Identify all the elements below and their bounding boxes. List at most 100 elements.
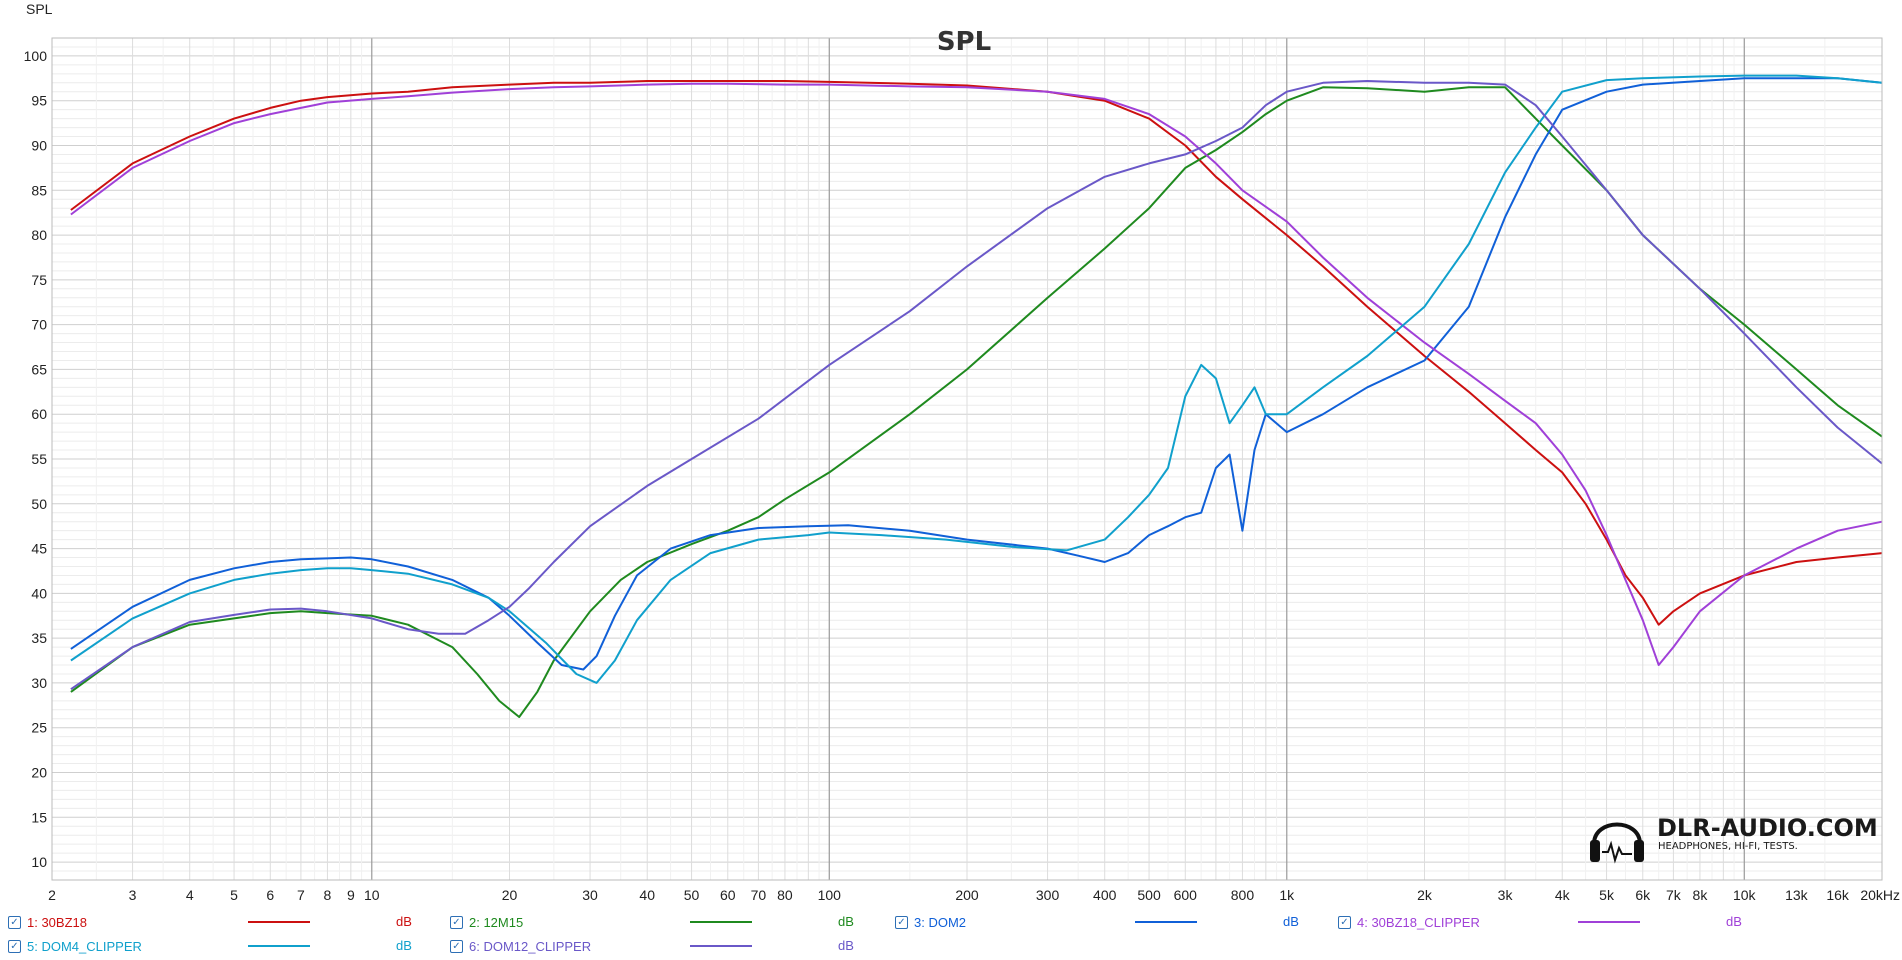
y-tick-label: 70 xyxy=(31,317,47,333)
x-tick-label: 100 xyxy=(818,887,842,903)
legend-item-5[interactable]: ✓ 5: DOM4_CLIPPER xyxy=(8,934,142,958)
x-tick-label: 40 xyxy=(639,887,655,903)
x-tick-label: 13k xyxy=(1785,887,1809,903)
legend-swatch xyxy=(248,945,310,947)
y-tick-label: 95 xyxy=(31,93,47,109)
watermark: DLR-AUDIO.COM HEADPHONES, HI-FI, TESTS. xyxy=(1590,814,1878,864)
x-tick-label: 8k xyxy=(1693,887,1709,903)
y-tick-label: 100 xyxy=(24,48,48,64)
chart-background xyxy=(0,0,1902,908)
series-layer xyxy=(70,74,1883,718)
series-line-2 xyxy=(70,86,1883,718)
x-tick-label: 2 xyxy=(48,887,56,903)
x-tick-labels: 2 3 4 5 6 7 8 9 10 20 30 40 50 60 70 80 100 200 300 400 500 6… xyxy=(48,887,1900,903)
x-tick-label: 400 xyxy=(1093,887,1117,903)
grid xyxy=(51,37,1883,881)
y-tick-label: 40 xyxy=(31,585,47,601)
x-tick-label: 6k xyxy=(1635,887,1651,903)
x-tick-label: 50 xyxy=(684,887,700,903)
x-tick-label: 16k xyxy=(1826,887,1850,903)
y-tick-label: 65 xyxy=(31,361,47,377)
x-tick-label: 5k xyxy=(1599,887,1615,903)
legend-unit: dB xyxy=(838,914,854,929)
y-tick-label: 55 xyxy=(31,451,47,467)
y-tick-label: 35 xyxy=(31,630,47,646)
legend-swatch xyxy=(248,921,310,923)
x-tick-label: 3 xyxy=(129,887,137,903)
series-line-4 xyxy=(70,82,1883,666)
y-tick-label: 20 xyxy=(31,765,47,781)
x-tick-label: 1k xyxy=(1279,887,1295,903)
x-tick-label: 7 xyxy=(297,887,305,903)
chart-title: SPL xyxy=(937,27,991,57)
series-line-3 xyxy=(70,77,1883,671)
legend: ✓ 1: 30BZ18 dB ✓ 2: 12M15 dB ✓ 3: DOM2 dB ✓ 4: 30B… xyxy=(0,908,1902,960)
x-tick-label: 20 xyxy=(502,887,518,903)
legend-item-1[interactable]: ✓ 1: 30BZ18 xyxy=(8,910,87,934)
watermark-title: DLR-AUDIO.COM xyxy=(1657,814,1878,842)
x-tick-label: 4k xyxy=(1555,887,1571,903)
legend-checkbox[interactable]: ✓ xyxy=(8,939,21,953)
legend-item-4[interactable]: ✓ 4: 30BZ18_CLIPPER xyxy=(1338,910,1480,934)
legend-swatch xyxy=(1135,921,1197,923)
legend-checkbox[interactable]: ✓ xyxy=(895,915,908,929)
series-line-5 xyxy=(70,74,1883,684)
x-tick-label: 10k xyxy=(1733,887,1757,903)
legend-swatch xyxy=(690,945,752,947)
plot-frame xyxy=(51,37,1883,881)
x-tick-label: 70 xyxy=(751,887,767,903)
y-tick-label: 90 xyxy=(31,137,47,153)
spl-chart: 101520253035404550556065707580859095100 … xyxy=(0,0,1902,908)
legend-label: 5: DOM4_CLIPPER xyxy=(27,938,142,954)
y-tick-label: 50 xyxy=(31,496,47,512)
y-tick-labels: 10 15 20 25 30 35 40 45 50 55 60 65 70 75 80 85 90 95 100 xyxy=(24,48,48,870)
legend-label: 1: 30BZ18 xyxy=(27,914,87,930)
y-tick-label: 60 xyxy=(31,406,47,422)
legend-swatch xyxy=(690,921,752,923)
legend-checkbox[interactable]: ✓ xyxy=(8,915,21,929)
x-tick-label: 2k xyxy=(1417,887,1433,903)
x-tick-label: 30 xyxy=(582,887,598,903)
legend-item-6[interactable]: ✓ 6: DOM12_CLIPPER xyxy=(450,934,591,958)
y-tick-label: 45 xyxy=(31,541,47,557)
legend-item-3[interactable]: ✓ 3: DOM2 xyxy=(895,910,966,934)
x-tick-label: 9 xyxy=(347,887,355,903)
x-tick-label: 10 xyxy=(364,887,380,903)
watermark-subtitle: HEADPHONES, HI-FI, TESTS. xyxy=(1658,841,1798,852)
x-tick-label: 80 xyxy=(777,887,793,903)
x-tick-label: 8 xyxy=(324,887,332,903)
y-axis-label: SPL xyxy=(26,1,53,17)
y-tick-label: 80 xyxy=(31,227,47,243)
x-tick-label: 60 xyxy=(720,887,736,903)
y-tick-label: 75 xyxy=(31,272,47,288)
legend-label: 6: DOM12_CLIPPER xyxy=(469,938,592,954)
x-tick-label: 4 xyxy=(186,887,194,903)
x-tick-label: 7k xyxy=(1666,887,1682,903)
y-tick-label: 25 xyxy=(31,720,47,736)
legend-checkbox[interactable]: ✓ xyxy=(450,915,463,929)
y-tick-label: 30 xyxy=(31,675,47,691)
legend-unit: dB xyxy=(1726,914,1742,929)
legend-label: 3: DOM2 xyxy=(914,914,967,930)
y-tick-label: 85 xyxy=(31,182,47,198)
x-tick-label: 3k xyxy=(1498,887,1514,903)
x-tick-label: 200 xyxy=(955,887,979,903)
legend-checkbox[interactable]: ✓ xyxy=(1338,915,1351,929)
legend-label: 4: 30BZ18_CLIPPER xyxy=(1357,914,1480,930)
y-tick-label: 15 xyxy=(31,809,47,825)
legend-item-2[interactable]: ✓ 2: 12M15 xyxy=(450,910,523,934)
legend-label: 2: 12M15 xyxy=(469,914,524,930)
y-tick-label: 10 xyxy=(31,854,47,870)
x-tick-label: 300 xyxy=(1036,887,1060,903)
legend-unit: dB xyxy=(838,938,854,953)
legend-checkbox[interactable]: ✓ xyxy=(450,939,463,953)
legend-swatch xyxy=(1578,921,1640,923)
series-line-6 xyxy=(70,80,1883,691)
x-tick-label: 600 xyxy=(1174,887,1198,903)
x-tick-label: 500 xyxy=(1137,887,1161,903)
x-tick-label: 20kHz xyxy=(1860,887,1900,903)
x-tick-label: 5 xyxy=(230,887,238,903)
x-tick-label: 800 xyxy=(1231,887,1255,903)
legend-unit: dB xyxy=(396,938,412,953)
series-line-1 xyxy=(70,80,1883,626)
